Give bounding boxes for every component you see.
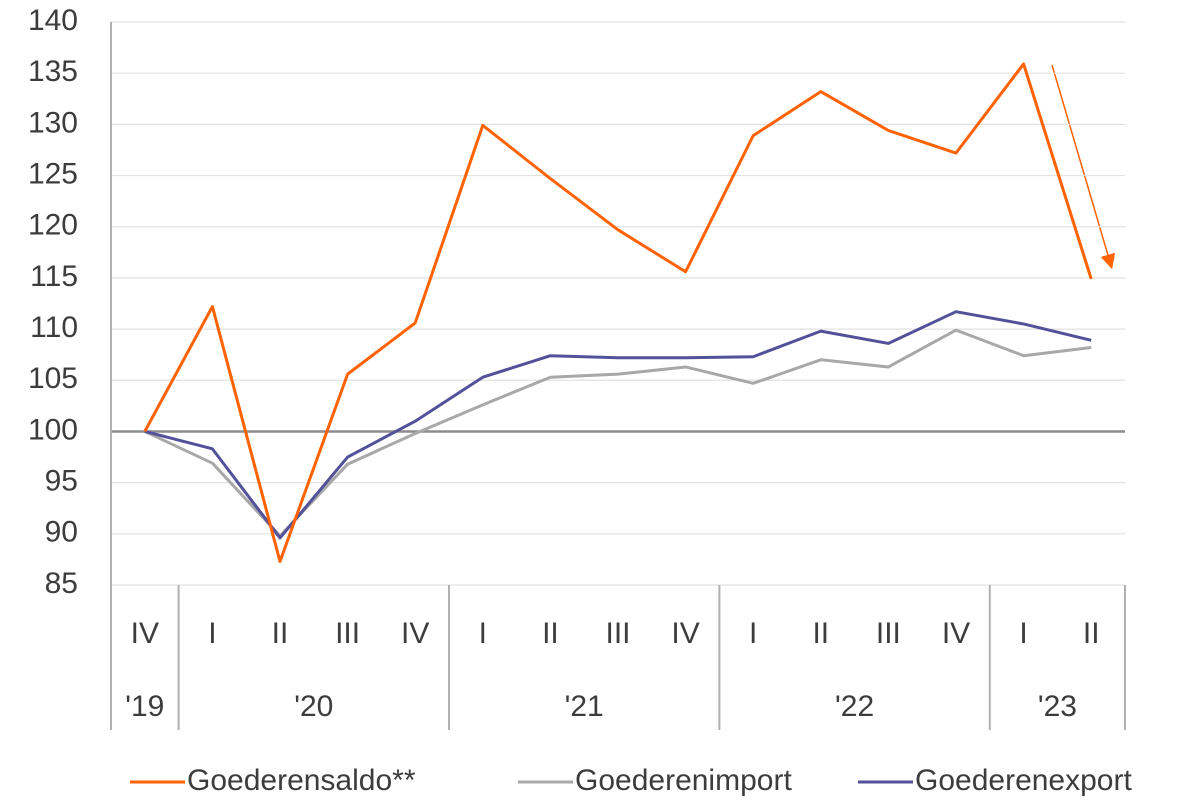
x-tick-label: III <box>605 617 630 650</box>
legend-label: Goederensaldo** <box>187 764 416 797</box>
y-tick-label: 135 <box>28 55 78 88</box>
x-group-label: '22 <box>835 690 874 723</box>
series-line <box>143 62 1093 563</box>
x-tick-label: IV <box>131 617 159 650</box>
x-tick-label: II <box>1083 617 1100 650</box>
x-group-label: '21 <box>565 690 604 723</box>
series-line <box>144 310 1092 540</box>
y-tick-label: 130 <box>28 106 78 139</box>
x-tick-label: I <box>1019 617 1027 650</box>
y-tick-label: 125 <box>28 157 78 190</box>
trend-arrow <box>1051 64 1116 270</box>
x-group-label: '19 <box>125 690 164 723</box>
x-tick-label: IV <box>671 617 699 650</box>
legend-label: Goederenexport <box>915 764 1132 797</box>
x-tick-label: I <box>208 617 216 650</box>
x-tick-label: IV <box>942 617 970 650</box>
y-tick-label: 115 <box>30 260 78 293</box>
x-tick-label: II <box>272 617 289 650</box>
x-tick-label: II <box>812 617 829 650</box>
x-tick-label: I <box>749 617 757 650</box>
y-tick-label: 120 <box>28 209 78 242</box>
legend-label: Goederenimport <box>575 764 792 797</box>
y-tick-label: 110 <box>30 311 78 344</box>
y-tick-label: 140 <box>28 4 78 37</box>
x-tick-label: III <box>335 617 360 650</box>
y-tick-label: 105 <box>28 362 78 395</box>
y-tick-label: 90 <box>45 516 78 549</box>
y-tick-label: 100 <box>28 413 78 446</box>
series-line <box>144 328 1092 538</box>
y-tick-label: 85 <box>45 567 78 600</box>
x-tick-label: II <box>542 617 559 650</box>
x-group-label: '23 <box>1038 690 1077 723</box>
x-tick-label: IV <box>401 617 429 650</box>
y-tick-label: 95 <box>45 465 78 498</box>
x-group-label: '20 <box>294 690 333 723</box>
x-tick-label: III <box>876 617 901 650</box>
x-tick-label: I <box>479 617 487 650</box>
